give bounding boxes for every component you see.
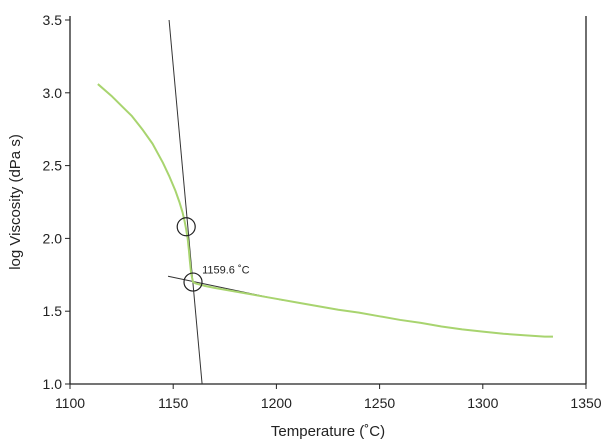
y-tick-label: 2.0 <box>43 230 63 246</box>
y-tick-label: 3.0 <box>43 85 63 101</box>
viscosity-curve <box>97 83 553 338</box>
series-group <box>97 83 553 338</box>
circle-marker <box>176 217 196 237</box>
x-tick-label: 1300 <box>467 395 498 411</box>
x-tick-label: 1350 <box>570 395 601 411</box>
y-tick-label: 2.5 <box>43 158 63 174</box>
markers <box>176 217 203 292</box>
x-axis-title: Temperature (˚C) <box>271 423 385 440</box>
y-tick-label: 1.0 <box>43 376 63 392</box>
y-tick-label: 3.5 <box>43 12 63 28</box>
x-tick-label: 1100 <box>55 395 85 411</box>
x-tick-label: 1250 <box>364 395 395 411</box>
x-tick-label: 1200 <box>261 395 292 411</box>
x-tick-label: 1150 <box>158 395 188 411</box>
axes <box>65 16 587 389</box>
y-tick-label: 1.5 <box>43 303 63 319</box>
tangent-lines <box>167 19 283 385</box>
y-axis-title: log Viscosity (dPa s) <box>7 134 24 270</box>
tangent-line <box>168 19 203 385</box>
annotation-label: 1159.6 ˚C <box>202 264 250 276</box>
circle-marker <box>183 272 203 292</box>
tick-labels: 1100 1150 1200 1250 1300 1350 1.0 1.5 2.0 2.5 3.0 3… <box>43 12 602 411</box>
